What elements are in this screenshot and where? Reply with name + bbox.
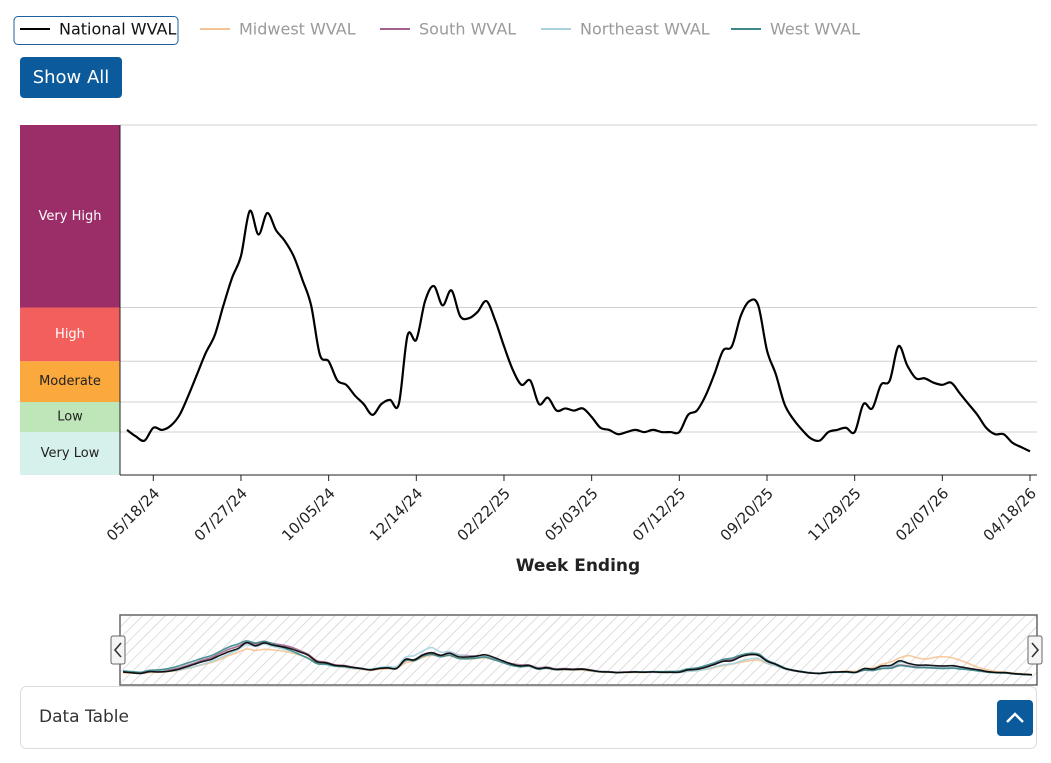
legend-item[interactable]: Northeast WVAL: [541, 20, 710, 39]
panel-title: Data Table: [39, 707, 129, 727]
series-line: [126, 209, 1031, 453]
navigator-frame: [119, 614, 1038, 686]
level-band: [20, 361, 120, 402]
level-label: Very High: [39, 209, 102, 224]
x-tick-label: 02/22/25: [454, 484, 514, 544]
button-label: Show All: [33, 67, 110, 88]
level-label: High: [55, 327, 85, 342]
level-label: Moderate: [39, 374, 101, 389]
legend-label: West WVAL: [770, 20, 860, 39]
x-tick-label: 10/05/24: [278, 484, 338, 544]
expand-button[interactable]: [997, 700, 1033, 736]
button-bg: [20, 57, 122, 98]
level-band: [20, 401, 120, 433]
legend-label: Midwest WVAL: [239, 20, 356, 39]
x-tick-label: 04/18/26: [980, 484, 1040, 544]
x-tick-label: 09/20/25: [717, 484, 777, 544]
legend-label: Northeast WVAL: [580, 20, 710, 39]
x-tick-label: 05/18/24: [103, 484, 163, 544]
handle: [110, 635, 126, 665]
navigator-line: [122, 641, 1033, 676]
data-table-panel[interactable]: Data Table: [20, 686, 1037, 749]
handle-icon: [1031, 642, 1040, 658]
level-band: [20, 432, 120, 475]
handle-icon: [113, 642, 122, 658]
legend-label: National WVAL: [59, 20, 176, 39]
x-tick-label: 07/12/25: [629, 484, 689, 544]
x-axis-title: Week Ending: [516, 556, 640, 576]
level-label: Low: [57, 410, 83, 425]
x-tick-label: 11/29/25: [804, 484, 864, 544]
panel: [20, 686, 1037, 749]
legend-item[interactable]: South WVAL: [380, 20, 516, 39]
x-tick-label: 07/27/24: [191, 484, 251, 544]
legend-label: South WVAL: [419, 20, 516, 39]
legend: National WVAL Midwest WVAL South WVAL North…: [13, 16, 860, 45]
expand-icon: [1006, 712, 1024, 723]
level-band: [20, 125, 120, 308]
navigator-handle-right[interactable]: [1027, 635, 1043, 665]
x-tick-label: 02/07/26: [892, 484, 952, 544]
level-label: Very Low: [41, 446, 100, 461]
navigator[interactable]: [119, 614, 1038, 686]
legend-item[interactable]: Midwest WVAL: [200, 20, 356, 39]
legend-item[interactable]: National WVAL: [20, 20, 176, 39]
navigator-handle-left[interactable]: [110, 635, 126, 665]
handle: [1027, 635, 1043, 665]
x-tick-label: 12/14/24: [366, 484, 426, 544]
x-tick-label: 05/03/25: [541, 484, 601, 544]
legend-active-box: [13, 16, 179, 45]
level-band: [20, 307, 120, 362]
legend-item[interactable]: West WVAL: [731, 20, 860, 39]
show-all-button[interactable]: Show All: [20, 57, 122, 98]
